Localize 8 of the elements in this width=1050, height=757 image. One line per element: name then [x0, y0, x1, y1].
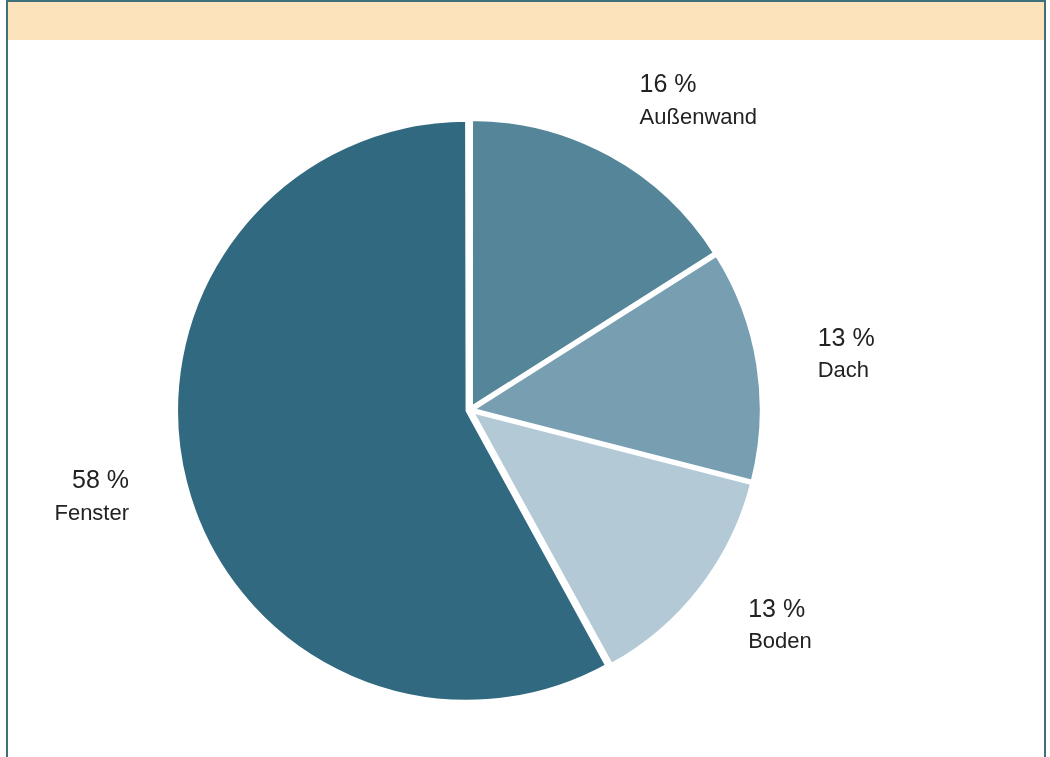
slice-label: Fenster: [54, 499, 130, 525]
data-label: 13 %: [748, 593, 806, 622]
slice-label: Boden: [748, 627, 812, 653]
data-label: 13 %: [817, 322, 875, 351]
data-label: 16 %: [639, 69, 697, 98]
data-label: 58 %: [72, 465, 130, 494]
slice-label: Außenwand: [639, 103, 757, 129]
slice-label: Dach: [817, 357, 870, 382]
